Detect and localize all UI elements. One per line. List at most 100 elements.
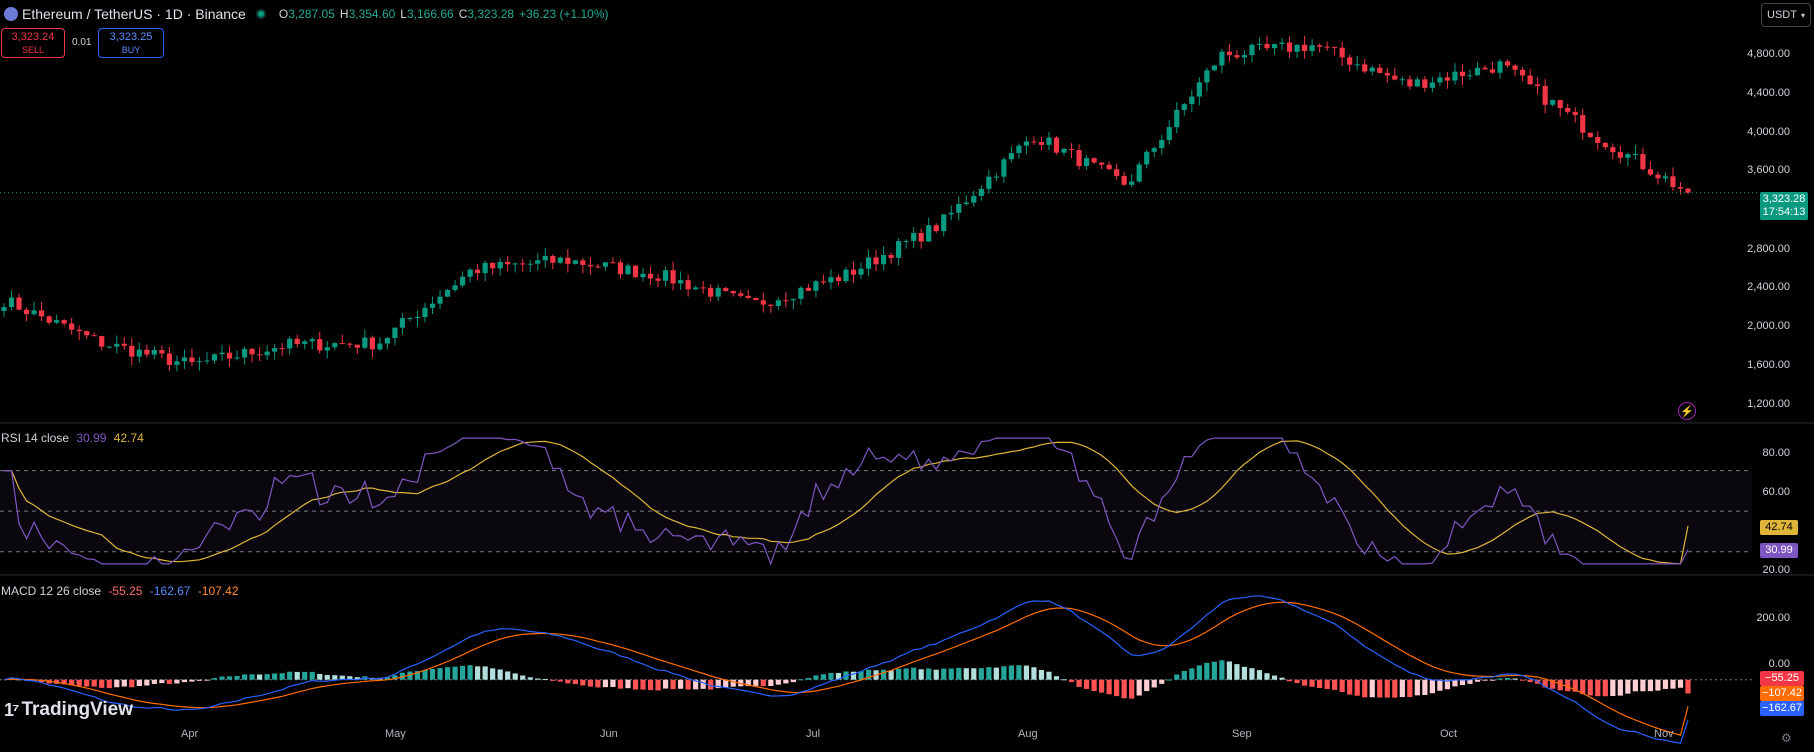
macd-histogram-bar — [640, 679, 646, 690]
candle — [1429, 82, 1435, 88]
candle — [535, 260, 541, 264]
candle — [399, 318, 406, 328]
macd-histogram-bar — [1504, 677, 1511, 680]
macd-histogram-bar — [865, 669, 872, 680]
x-tick: May — [385, 728, 406, 740]
macd-hist-value: -55.25 — [108, 584, 143, 598]
macd-histogram-bar — [392, 675, 398, 680]
candle — [903, 240, 909, 242]
currency-label: USDT — [1767, 9, 1797, 21]
candle — [219, 352, 225, 355]
candle — [114, 343, 120, 347]
candle — [986, 176, 992, 189]
candle — [602, 262, 609, 267]
candle — [204, 360, 210, 362]
rsi-ma-line — [4, 440, 1689, 565]
candle — [377, 343, 383, 350]
lightning-icon[interactable]: ⚡ — [1678, 402, 1696, 420]
macd-histogram-bar — [1023, 665, 1030, 680]
candle — [813, 281, 819, 291]
macd-histogram-bar — [1437, 679, 1443, 691]
candle — [459, 276, 466, 286]
candle — [1362, 64, 1368, 72]
macd-histogram-bar — [595, 679, 601, 688]
candle — [1309, 45, 1315, 52]
macd-histogram-bar — [181, 679, 188, 683]
macd-histogram-bar — [332, 675, 338, 680]
buy-button[interactable]: 3,323.25 BUY — [98, 28, 164, 58]
macd-histogram-bar — [1076, 679, 1082, 687]
macd-histogram-bar — [753, 679, 759, 686]
rsi-legend[interactable]: RSI 14 close 30.99 42.74 — [1, 431, 144, 445]
candle — [1527, 75, 1533, 85]
macd-histogram-bar — [429, 669, 436, 680]
currency-button[interactable]: USDT ▾ — [1761, 3, 1811, 27]
macd-histogram-bar — [1061, 679, 1067, 681]
x-tick: Jun — [600, 728, 618, 740]
change-value: +36.23 (+1.10%) — [519, 7, 609, 21]
candle — [1339, 47, 1345, 58]
candle — [54, 320, 60, 323]
macd-histogram-bar — [1046, 671, 1052, 680]
candle — [226, 352, 233, 359]
macd-histogram-bar — [700, 679, 706, 689]
candle — [1392, 75, 1398, 80]
candle — [1377, 67, 1383, 73]
macd-histogram-bar — [587, 679, 593, 687]
candle — [1121, 175, 1127, 185]
settings-icon[interactable]: ⚙ — [1781, 731, 1792, 745]
candle — [896, 241, 902, 258]
macd-histogram-bar — [1429, 679, 1435, 694]
candle — [294, 338, 300, 344]
macd-histogram-bar — [211, 678, 218, 680]
macd-histogram-bar — [933, 669, 939, 680]
symbol-title[interactable]: Ethereum / TetherUS · 1D · Binance — [22, 6, 246, 22]
macd-legend[interactable]: MACD 12 26 close -55.25 -162.67 -107.42 — [1, 584, 239, 598]
candle — [1241, 55, 1248, 58]
macd-histogram-bar — [354, 677, 360, 680]
candle — [189, 357, 195, 363]
macd-histogram-bar — [918, 669, 924, 680]
macd-histogram-bar — [1482, 679, 1488, 681]
rsi-label: RSI 14 close — [1, 431, 70, 445]
macd-tag: −162.67 — [1760, 701, 1804, 716]
candle — [580, 260, 586, 265]
candle — [1399, 79, 1405, 81]
sell-price: 3,323.24 — [11, 31, 55, 43]
macd-histogram-bar — [324, 675, 330, 680]
macd-histogram-bar — [339, 675, 345, 680]
candle — [640, 273, 646, 278]
macd-histogram-bar — [1452, 679, 1458, 687]
macd-histogram-bar — [1219, 660, 1225, 680]
macd-histogram-bar — [399, 672, 406, 680]
candle — [1286, 42, 1293, 52]
tradingview-logo[interactable]: 1⁷ TradingView — [4, 699, 133, 721]
ethereum-icon — [4, 7, 18, 21]
macd-histogram-bar — [159, 679, 165, 684]
candle — [1008, 153, 1014, 160]
macd-histogram-bar — [1369, 679, 1375, 698]
chevron-down-icon: ▾ — [1800, 10, 1805, 20]
candle — [655, 278, 661, 281]
sell-button[interactable]: 3,323.24 SELL — [1, 28, 65, 58]
candle — [264, 351, 270, 356]
rsi-tick: 20.00 — [1762, 564, 1790, 576]
candle — [565, 257, 571, 264]
candle — [1106, 164, 1112, 170]
candle — [1053, 137, 1060, 153]
macd-histogram-bar — [858, 671, 864, 680]
macd-histogram-bar — [497, 669, 503, 680]
macd-histogram-bar — [1286, 679, 1293, 682]
macd-histogram-bar — [783, 679, 789, 684]
macd-histogram-bar — [1226, 661, 1233, 680]
candle — [1602, 142, 1608, 148]
macd-histogram-bar — [1580, 679, 1586, 695]
macd-histogram-bar — [520, 675, 526, 680]
macd-histogram-bar — [678, 679, 684, 689]
rsi-ma-tag: 42.74 — [1760, 520, 1798, 535]
candle — [8, 297, 15, 307]
candle — [467, 269, 473, 277]
candle — [1189, 96, 1195, 105]
candle — [1256, 43, 1263, 45]
